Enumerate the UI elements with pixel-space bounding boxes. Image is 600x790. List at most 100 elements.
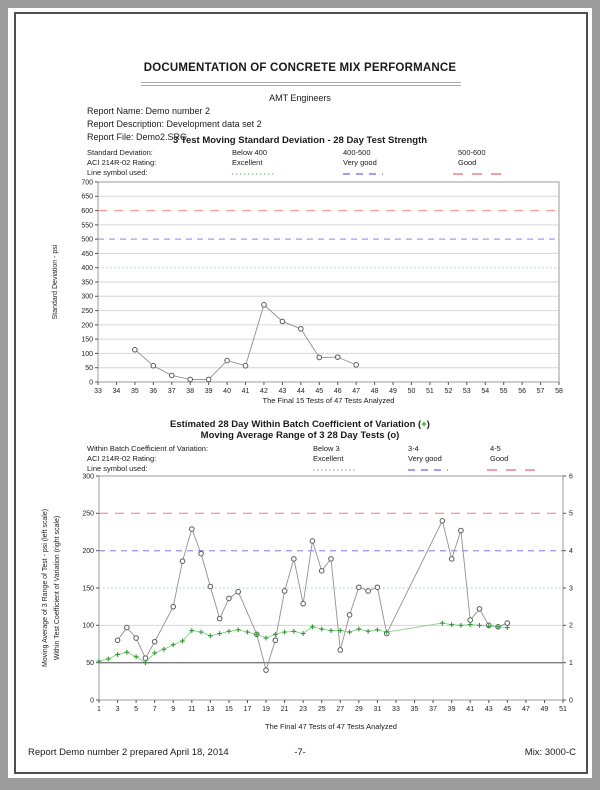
title-double-rule — [141, 82, 461, 86]
svg-text:23: 23 — [299, 706, 307, 713]
chart2-title-line1: Estimated 28 Day Within Batch Coefficien… — [0, 419, 600, 430]
footer-mix-id: Mix: 3000-C — [524, 747, 576, 758]
svg-text:4: 4 — [569, 548, 573, 555]
svg-text:27: 27 — [336, 706, 344, 713]
svg-text:49: 49 — [541, 706, 549, 713]
svg-text:44: 44 — [297, 388, 305, 395]
svg-text:41: 41 — [242, 388, 250, 395]
svg-text:5: 5 — [134, 706, 138, 713]
chart2-x-axis-caption: The Final 47 Tests of 47 Tests Analyzed — [265, 722, 397, 731]
very-good-line-sample — [343, 173, 383, 175]
report-name-line: Report Name: Demo number 2 — [87, 106, 211, 116]
svg-text:45: 45 — [315, 388, 323, 395]
svg-text:0: 0 — [89, 379, 93, 386]
svg-text:36: 36 — [149, 388, 157, 395]
chart2-title-line1-pre: Estimated 28 Day Within Batch Coefficien… — [170, 419, 422, 430]
svg-text:37: 37 — [429, 706, 437, 713]
svg-text:50: 50 — [86, 660, 94, 667]
svg-text:35: 35 — [131, 388, 139, 395]
svg-text:400: 400 — [81, 265, 93, 272]
svg-text:33: 33 — [94, 388, 102, 395]
footer-report-info: Report Demo number 2 prepared April 18, … — [28, 747, 229, 758]
svg-text:58: 58 — [555, 388, 563, 395]
svg-text:350: 350 — [81, 279, 93, 286]
svg-text:13: 13 — [206, 706, 214, 713]
good-line-sample-2 — [487, 469, 535, 471]
svg-text:Moving Average of 3 Range of T: Moving Average of 3 Range of Test - psi … — [42, 509, 49, 667]
report-file-line: Report File: Demo2.SRC — [87, 132, 187, 142]
svg-text:45: 45 — [503, 706, 511, 713]
svg-text:0: 0 — [90, 697, 94, 704]
footer-page-number: -7- — [294, 747, 306, 758]
svg-text:250: 250 — [81, 308, 93, 315]
svg-text:34: 34 — [113, 388, 121, 395]
svg-text:51: 51 — [559, 706, 567, 713]
chart1-title: 3 Test Moving Standard Deviation - 28 Da… — [172, 135, 428, 146]
svg-text:2: 2 — [569, 623, 573, 630]
chart1-legend-row2-label: ACI 214R-02 Rating: — [87, 158, 157, 167]
svg-text:21: 21 — [281, 706, 289, 713]
svg-text:450: 450 — [81, 251, 93, 258]
chart1-legend-row1-col3: 500-600 — [458, 148, 486, 157]
svg-text:47: 47 — [522, 706, 530, 713]
svg-text:41: 41 — [466, 706, 474, 713]
svg-text:300: 300 — [81, 294, 93, 301]
svg-text:54: 54 — [481, 388, 489, 395]
chart2-legend-row2-col3: Good — [490, 454, 509, 463]
svg-text:19: 19 — [262, 706, 270, 713]
svg-text:55: 55 — [500, 388, 508, 395]
svg-text:53: 53 — [463, 388, 471, 395]
chart2-legend-row3-label: Line symbol used: — [87, 464, 148, 473]
svg-text:52: 52 — [444, 388, 452, 395]
very-good-line-sample-2 — [408, 469, 448, 471]
svg-text:Standard Deviation - psi: Standard Deviation - psi — [52, 244, 59, 319]
svg-text:150: 150 — [82, 585, 94, 592]
svg-text:50: 50 — [408, 388, 416, 395]
svg-text:31: 31 — [374, 706, 382, 713]
chart2-legend-row1-col2: 3-4 — [408, 444, 419, 453]
svg-text:39: 39 — [448, 706, 456, 713]
chart2-legend-row2-label: ACI 214R-02 Rating: — [87, 454, 157, 463]
svg-text:39: 39 — [205, 388, 213, 395]
chart1-standard-deviation-plot: 0 50 100 150 200 250 300 350 400 450 500 550 600 650 7… — [52, 179, 563, 395]
svg-text:15: 15 — [225, 706, 233, 713]
chart2-legend-row1-col1: Below 3 — [313, 444, 340, 453]
svg-text:49: 49 — [389, 388, 397, 395]
chart1-legend-row3-label: Line symbol used: — [87, 168, 148, 177]
chart2-title-plus-symbol: + — [421, 419, 427, 430]
svg-text:3: 3 — [116, 706, 120, 713]
svg-text:33: 33 — [392, 706, 400, 713]
svg-text:29: 29 — [355, 706, 363, 713]
svg-text:40: 40 — [223, 388, 231, 395]
chart1-legend-row2-col3: Good — [458, 158, 477, 167]
chart1-legend-row2-col1: Excellent — [232, 158, 263, 167]
chart1-legend-row2-col2: Very good — [343, 158, 377, 167]
svg-text:43: 43 — [485, 706, 493, 713]
svg-text:35: 35 — [411, 706, 419, 713]
svg-text:Within Test Coefficient of Var: Within Test Coefficient of Variation (ri… — [54, 516, 61, 660]
organization-name: AMT Engineers — [269, 93, 331, 103]
svg-text:100: 100 — [81, 351, 93, 358]
chart2-legend-row2-col1: Excellent — [313, 454, 344, 463]
paper-sheet — [8, 8, 592, 778]
report-description-line: Report Description: Development data set… — [87, 119, 262, 129]
svg-text:47: 47 — [352, 388, 360, 395]
excellent-line-sample-2 — [313, 469, 355, 471]
svg-text:25: 25 — [318, 706, 326, 713]
document-title: DOCUMENTATION OF CONCRETE MIX PERFORMANC… — [143, 62, 457, 74]
svg-text:0: 0 — [569, 697, 573, 704]
svg-text:57: 57 — [537, 388, 545, 395]
chart1-x-axis-caption: The Final 15 Tests of 47 Tests Analyzed — [262, 396, 395, 405]
svg-text:700: 700 — [81, 179, 93, 186]
svg-text:9: 9 — [171, 706, 175, 713]
svg-text:1: 1 — [97, 706, 101, 713]
svg-text:17: 17 — [244, 706, 252, 713]
svg-text:200: 200 — [82, 548, 94, 555]
svg-text:50: 50 — [85, 365, 93, 372]
svg-text:650: 650 — [81, 194, 93, 201]
svg-text:5: 5 — [569, 511, 573, 518]
svg-text:3: 3 — [569, 585, 573, 592]
chart2-title-line1-post: ) — [426, 419, 430, 430]
